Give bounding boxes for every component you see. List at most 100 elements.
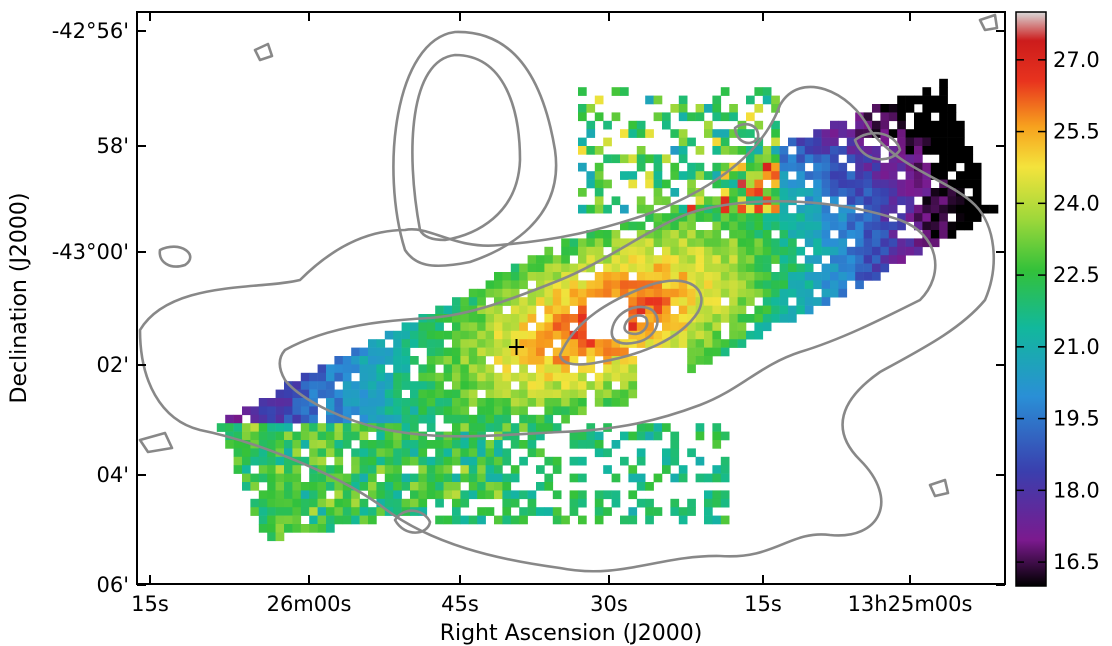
heatmap-cell	[737, 230, 747, 239]
heatmap-cell	[393, 482, 402, 491]
heatmap-cell	[586, 129, 596, 138]
heatmap-cell	[779, 213, 789, 222]
heatmap-cell	[561, 406, 570, 416]
heatmap-cell	[762, 280, 772, 290]
heatmap-cell	[645, 129, 654, 138]
heatmap-cell	[653, 288, 663, 298]
heatmap-cell	[880, 221, 890, 231]
heatmap-cell	[460, 465, 470, 474]
heatmap-cell	[468, 465, 478, 474]
heatmap-cell	[284, 515, 293, 525]
heatmap-cell	[771, 95, 780, 105]
heatmap-cell	[628, 154, 638, 164]
heatmap-cell	[460, 456, 470, 466]
heatmap-cell	[653, 196, 663, 206]
heatmap-cell	[477, 372, 486, 382]
heatmap-cell	[477, 406, 486, 416]
heatmap-cell	[326, 381, 335, 390]
heatmap-cell	[746, 171, 755, 180]
heatmap-cell	[762, 314, 772, 323]
heatmap-cell	[788, 288, 797, 298]
heatmap-cell	[376, 482, 386, 491]
heatmap-cell	[258, 406, 268, 416]
heatmap-cell	[972, 196, 982, 206]
heatmap-cell	[561, 389, 570, 399]
heatmap-cell	[956, 171, 965, 180]
heatmap-cell	[594, 288, 604, 298]
heatmap-cell	[342, 431, 352, 441]
heatmap-cell	[720, 263, 730, 273]
heatmap-cell	[620, 288, 629, 298]
heatmap-cell	[704, 104, 713, 113]
heatmap-cell	[351, 423, 360, 432]
heatmap-cell	[737, 330, 747, 340]
heatmap-cell	[872, 246, 881, 256]
heatmap-cell	[317, 456, 327, 466]
heatmap-cell	[720, 179, 730, 189]
heatmap-cell	[435, 339, 444, 348]
heatmap-cell	[258, 515, 268, 525]
heatmap-cell	[510, 490, 520, 500]
heatmap-cell	[578, 305, 587, 315]
heatmap-cell	[603, 398, 612, 407]
heatmap-cell	[704, 339, 713, 348]
heatmap-cell	[796, 146, 806, 155]
heatmap-cell	[628, 179, 638, 189]
heatmap-cell	[754, 238, 764, 248]
heatmap-cell	[452, 330, 461, 340]
heatmap-cell	[258, 448, 268, 458]
heatmap-cell	[872, 255, 881, 264]
heatmap-cell	[737, 297, 747, 306]
heatmap-cell	[510, 440, 520, 449]
heatmap-cell	[384, 440, 394, 449]
heatmap-cell	[720, 255, 730, 264]
heatmap-cell	[897, 221, 906, 231]
heatmap-cell	[905, 246, 915, 256]
heatmap-cell	[485, 280, 495, 290]
heatmap-cell	[712, 179, 722, 189]
heatmap-cell	[242, 465, 251, 474]
heatmap-cell	[502, 498, 512, 508]
heatmap-cell	[527, 330, 537, 340]
heatmap-cell	[905, 213, 915, 222]
heatmap-cell	[502, 347, 512, 357]
heatmap-cell	[939, 204, 948, 214]
colorbar-tick-label: 18.0	[1053, 478, 1100, 502]
heatmap-cell	[670, 204, 680, 214]
heatmap-cell	[561, 398, 570, 407]
heatmap-cell	[762, 204, 772, 214]
heatmap-cell	[536, 507, 545, 516]
heatmap-cell	[704, 280, 713, 290]
heatmap-cell	[510, 314, 520, 323]
y-tick-label: 02'	[97, 353, 130, 377]
heatmap-cell	[729, 146, 738, 155]
heatmap-cell	[830, 246, 839, 256]
heatmap-cell	[905, 238, 915, 248]
heatmap-cell	[468, 339, 478, 348]
heatmap-cell	[838, 246, 848, 256]
contour-lines	[138, 13, 999, 573]
heatmap-cell	[351, 356, 360, 365]
heatmap-cell	[519, 297, 528, 306]
heatmap-cell	[704, 356, 713, 365]
heatmap-cell	[729, 112, 738, 122]
heatmap-cell	[300, 414, 310, 424]
heatmap-cell	[678, 330, 688, 340]
heatmap-cell	[796, 263, 806, 273]
heatmap-cell	[384, 381, 394, 390]
heatmap-cell	[376, 498, 386, 508]
heatmap-cell	[351, 465, 360, 474]
heatmap-cell	[401, 398, 411, 407]
heatmap-cell	[443, 389, 453, 399]
heatmap-cell	[594, 498, 604, 508]
heatmap-cell	[821, 179, 831, 189]
heatmap-cell	[872, 238, 881, 248]
heatmap-cell	[242, 456, 251, 466]
heatmap-cell	[653, 213, 663, 222]
heatmap-cell	[653, 179, 663, 189]
heatmap-cell	[284, 498, 293, 508]
heatmap-cell	[452, 482, 461, 491]
heatmap-cell	[468, 297, 478, 306]
heatmap-cell	[804, 288, 814, 298]
heatmap-cell	[527, 339, 537, 348]
